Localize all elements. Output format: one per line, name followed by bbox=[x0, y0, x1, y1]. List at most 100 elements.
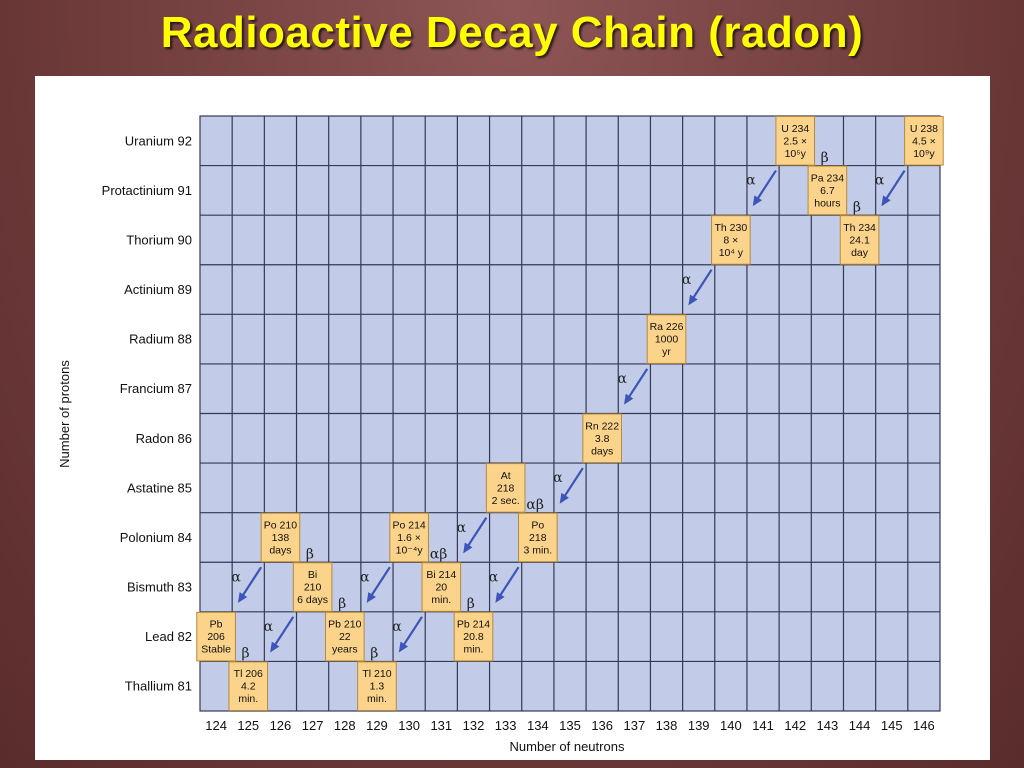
nuclide-box-line: 3 min. bbox=[524, 544, 553, 556]
x-tick-labels: 124 125 126 127 128 129 130 131 132 133 134 135 136 1… bbox=[205, 718, 935, 733]
decay-type-label: α bbox=[553, 470, 563, 486]
nuclide-box-line: Th 230 bbox=[715, 222, 748, 234]
x-tick-label: 134 bbox=[527, 718, 549, 733]
nuclide-box-line: min. bbox=[238, 693, 258, 705]
nuclide-box-line: hours bbox=[814, 197, 840, 209]
x-tick-label: 139 bbox=[688, 718, 710, 733]
arrow-head bbox=[270, 641, 280, 653]
x-tick-label: 145 bbox=[881, 718, 903, 733]
arrow-shaft bbox=[369, 566, 391, 599]
y-tick-label: Lead 82 bbox=[145, 629, 192, 644]
y-tick-label: Uranium 92 bbox=[125, 133, 192, 148]
nuclide-box-line: 138 bbox=[272, 532, 290, 544]
nuclide-box-line: Stable bbox=[201, 644, 231, 656]
nuclide-box-bg bbox=[839, 215, 880, 265]
decay-type-label: α bbox=[875, 173, 885, 189]
nuclide-box-line: Pb 214 bbox=[457, 619, 490, 631]
arrow-shaft bbox=[626, 368, 649, 401]
y-tick-label: Thorium 90 bbox=[126, 232, 192, 247]
nuclide-box-line: Bi bbox=[308, 569, 317, 581]
nuclide-box-line: 6 days bbox=[297, 594, 328, 606]
decay-type-label: α bbox=[231, 569, 241, 585]
nuclide-box-line: Rn 222 bbox=[585, 420, 619, 432]
arrow-head bbox=[688, 294, 698, 306]
y-tick-label: Francium 87 bbox=[120, 381, 192, 396]
arrow-shaft bbox=[240, 566, 263, 599]
x-tick-label: 126 bbox=[270, 718, 292, 733]
nuclide-box-bg bbox=[453, 611, 494, 662]
nuclide-box-line: 8 × bbox=[723, 234, 738, 246]
x-tick-label: 141 bbox=[752, 718, 774, 733]
nuclide-box-line: min. bbox=[367, 693, 387, 705]
arrow-head bbox=[624, 393, 634, 405]
nuclide-box-line: 1000 bbox=[655, 334, 679, 346]
nuclide-box-line: days bbox=[591, 445, 613, 457]
x-tick-label: 128 bbox=[334, 718, 356, 733]
decay-arrow: α bbox=[875, 169, 906, 207]
decay-arrow: α bbox=[617, 368, 649, 405]
x-tick-label: 132 bbox=[463, 718, 485, 733]
nuclide-box-bg bbox=[775, 115, 816, 166]
decay-type-label: α bbox=[360, 569, 370, 585]
nuclide-box-line: day bbox=[851, 247, 869, 259]
nuclide-box-bg bbox=[518, 512, 558, 563]
x-tick-label: 129 bbox=[366, 718, 388, 733]
nuclide-box-line: 10⁹y bbox=[913, 148, 935, 160]
nuclide-box-bg bbox=[582, 413, 622, 464]
decay-type-label: α bbox=[617, 371, 627, 387]
slide-title: Radioactive Decay Chain (radon) bbox=[160, 8, 864, 57]
x-tick-label: 127 bbox=[302, 718, 324, 733]
decay-arrow: α bbox=[682, 269, 713, 306]
nuclide-box-line: Tl 206 bbox=[234, 668, 263, 680]
nuclide-box-line: Pb bbox=[210, 619, 223, 631]
nuclide-box-bg bbox=[324, 611, 365, 662]
y-tick-label: Radium 88 bbox=[129, 332, 192, 347]
nuclide-box-line: 218 bbox=[497, 482, 515, 494]
arrow-shaft bbox=[497, 566, 520, 599]
nuclide-box-line: min. bbox=[464, 644, 484, 656]
decay-type-label: αβ bbox=[430, 547, 448, 563]
nuclide-box-line: At bbox=[501, 470, 511, 482]
nuclide-box-bg bbox=[421, 562, 462, 612]
nuclide-box-line: Th 234 bbox=[843, 222, 876, 234]
nuclide-box-bg bbox=[228, 661, 269, 712]
y-axis-title: Number of protons bbox=[57, 360, 72, 468]
arrow-shaft bbox=[401, 616, 423, 649]
x-tick-label: 143 bbox=[817, 718, 839, 733]
arrow-shaft bbox=[272, 616, 295, 649]
nuclide-box-line: Po 214 bbox=[392, 519, 425, 531]
decay-type-label: α bbox=[746, 173, 756, 189]
nuclide-box-line: 10⁴ y bbox=[719, 247, 744, 259]
decay-arrow: α bbox=[360, 566, 391, 603]
nuclide-box-line: 20.8 bbox=[463, 631, 484, 643]
nuclide-box-line: 2 sec. bbox=[492, 495, 520, 507]
nuclide-box-bg bbox=[904, 115, 944, 166]
decay-arrow: α bbox=[457, 517, 488, 554]
nuclide-box-line: Tl 210 bbox=[362, 668, 391, 680]
nuclide-box-line: yr bbox=[662, 346, 671, 358]
y-tick-label: Thallium 81 bbox=[125, 679, 192, 694]
decay-arrow: α bbox=[553, 467, 584, 504]
arrow-head bbox=[495, 592, 505, 603]
decay-type-label: β bbox=[242, 646, 250, 662]
x-tick-label: 125 bbox=[237, 718, 259, 733]
y-tick-label: Astatine 85 bbox=[127, 480, 192, 495]
nuclide-box-line: Po 210 bbox=[264, 519, 297, 531]
arrow-head bbox=[752, 195, 762, 207]
nuclide-box-bg bbox=[196, 611, 236, 662]
nuclide-box-line: U 234 bbox=[781, 123, 809, 135]
decay-chain-chart: Uranium 92 Protactinium 91 Thorium 90 Actin… bbox=[57, 115, 944, 754]
decay-arrow: α bbox=[264, 616, 295, 653]
nuclide-box-bg bbox=[292, 562, 333, 612]
nuclide-box-bg bbox=[646, 314, 687, 364]
arrow-head bbox=[366, 592, 376, 603]
